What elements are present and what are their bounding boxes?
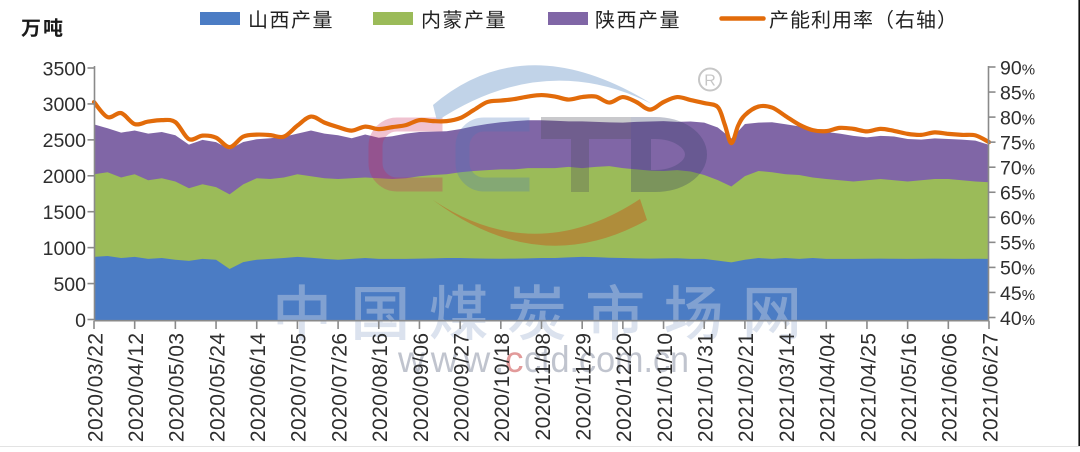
svg-text:65%: 65% <box>1000 183 1035 205</box>
svg-text:500: 500 <box>53 274 86 296</box>
svg-text:2020/03/22: 2020/03/22 <box>84 333 107 443</box>
svg-text:55%: 55% <box>1000 233 1035 255</box>
svg-text:2020/08/16: 2020/08/16 <box>369 333 392 443</box>
svg-text:75%: 75% <box>1000 132 1035 154</box>
svg-text:3000: 3000 <box>43 94 87 116</box>
svg-text:2500: 2500 <box>43 130 87 152</box>
svg-text:2021/06/27: 2021/06/27 <box>979 333 1002 443</box>
svg-text:85%: 85% <box>1000 82 1035 104</box>
svg-text:0: 0 <box>75 310 86 332</box>
svg-text:60%: 60% <box>1000 208 1035 230</box>
svg-text:2021/02/21: 2021/02/21 <box>735 333 758 443</box>
svg-text:www.: www. <box>397 339 510 380</box>
svg-text:2020/07/05: 2020/07/05 <box>288 333 311 443</box>
svg-text:40%: 40% <box>1000 308 1035 330</box>
svg-text:2021/04/25: 2021/04/25 <box>857 333 880 443</box>
svg-text:70%: 70% <box>1000 158 1035 180</box>
svg-text:2020/10/18: 2020/10/18 <box>491 333 514 443</box>
svg-text:2020/07/26: 2020/07/26 <box>328 333 351 443</box>
svg-text:2020/12/20: 2020/12/20 <box>613 333 636 443</box>
svg-text:90%: 90% <box>1000 57 1035 79</box>
svg-text:c: c <box>505 339 524 380</box>
svg-text:2021/01/10: 2021/01/10 <box>654 333 677 443</box>
svg-text:2020/05/24: 2020/05/24 <box>206 333 229 443</box>
svg-text:2021/04/04: 2021/04/04 <box>817 333 840 443</box>
svg-text:2021/05/16: 2021/05/16 <box>898 332 921 442</box>
svg-text:2020/09/27: 2020/09/27 <box>450 333 473 443</box>
svg-text:2020/11/29: 2020/11/29 <box>572 333 595 441</box>
svg-text:2020/11/08: 2020/11/08 <box>532 333 555 441</box>
svg-text:ctd.com.cn: ctd.com.cn <box>524 339 689 380</box>
svg-text:80%: 80% <box>1000 107 1035 129</box>
svg-text:2021/06/06: 2021/06/06 <box>939 333 962 443</box>
svg-text:2000: 2000 <box>43 166 87 188</box>
svg-text:2021/01/31: 2021/01/31 <box>695 333 718 443</box>
svg-text:50%: 50% <box>1000 258 1035 280</box>
svg-text:2020/06/14: 2020/06/14 <box>247 333 270 443</box>
svg-text:1000: 1000 <box>43 238 87 260</box>
svg-text:3500: 3500 <box>43 58 87 80</box>
svg-text:R: R <box>704 73 716 90</box>
svg-text:2020/04/12: 2020/04/12 <box>125 333 148 443</box>
svg-text:2020/05/03: 2020/05/03 <box>166 333 189 443</box>
svg-text:2021/03/14: 2021/03/14 <box>776 333 799 443</box>
svg-text:45%: 45% <box>1000 283 1035 305</box>
svg-text:2020/09/06: 2020/09/06 <box>410 333 433 443</box>
svg-text:1500: 1500 <box>43 202 87 224</box>
